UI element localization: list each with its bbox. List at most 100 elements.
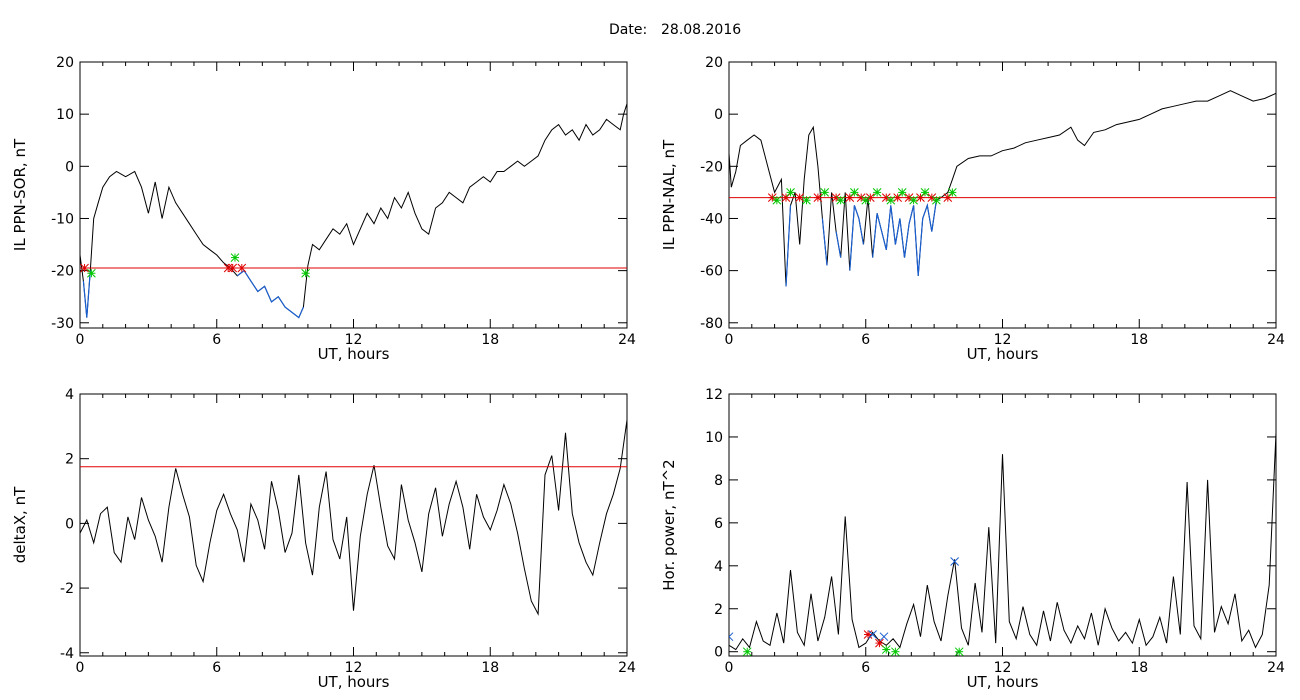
below-threshold-trace — [821, 218, 828, 266]
y-tick-label: -30 — [51, 316, 74, 332]
green-marker — [954, 647, 964, 656]
y-tick-label: 4 — [714, 559, 723, 575]
chart-panel-ppn-nal: 0 6 12 18 24 -80 -60 -40 -20 0 20 UT, hours IL PPN-N… — [660, 55, 1285, 363]
blue-marker-stroke-b — [868, 630, 877, 639]
y-tick-label: -80 — [700, 316, 723, 332]
x-tick-label: 6 — [861, 332, 870, 348]
x-tick-label: 0 — [725, 332, 734, 348]
green-marker — [948, 188, 957, 197]
x-tick-label: 12 — [994, 332, 1012, 348]
x-tick-label: 0 — [76, 332, 85, 348]
y-tick-label: 10 — [56, 107, 74, 123]
x-tick-label: 0 — [725, 660, 734, 676]
plot-frame — [79, 393, 628, 657]
data-trace — [80, 103, 627, 319]
x-tick-label: 18 — [1130, 660, 1148, 676]
data-trace — [729, 90, 1276, 287]
x-tick-label: 12 — [994, 660, 1012, 676]
green-marker — [861, 195, 871, 205]
green-marker — [820, 188, 830, 197]
green-marker — [909, 195, 918, 205]
green-marker — [802, 195, 811, 205]
date-label: Date: — [609, 22, 647, 38]
y-tick-label: 2 — [65, 452, 74, 468]
green-marker — [897, 188, 907, 197]
y-tick-label: -2 — [60, 581, 74, 597]
x-tick-label: 18 — [1130, 332, 1148, 348]
red-marker — [80, 263, 89, 273]
plot-area — [80, 419, 627, 616]
below-threshold-trace — [849, 205, 865, 271]
x-tick-label: 18 — [481, 660, 499, 676]
green-marker — [87, 268, 96, 278]
red-marker — [795, 193, 805, 202]
plot-frame — [79, 61, 628, 329]
plot-area — [729, 90, 1276, 287]
blue-marker — [729, 632, 734, 642]
x-tick-label: 6 — [212, 332, 221, 348]
y-axis-label: IL PPN-SOR, nT — [11, 138, 29, 251]
green-marker — [772, 195, 782, 205]
y-axis-label: deltaX, nT — [11, 486, 29, 563]
y-tick-label: 0 — [714, 107, 723, 123]
red-marker — [863, 630, 873, 639]
below-threshold-trace — [236, 269, 304, 319]
green-marker — [742, 647, 752, 656]
blue-marker-stroke-a — [729, 635, 734, 642]
y-tick-label: 4 — [65, 387, 74, 403]
plot-area — [80, 103, 627, 319]
y-tick-label: 12 — [705, 387, 723, 403]
blue-marker — [879, 632, 889, 642]
x-tick-label: 0 — [76, 660, 85, 676]
green-marker — [881, 645, 891, 654]
y-tick-label: 8 — [714, 473, 723, 489]
below-threshold-trace — [82, 270, 91, 318]
blue-marker — [950, 557, 959, 566]
y-axis-label: IL PPN-NAL, nT — [660, 139, 678, 250]
green-marker — [836, 195, 846, 205]
blue-marker-stroke-b — [729, 632, 734, 638]
below-threshold-trace — [835, 231, 842, 258]
green-marker — [872, 188, 882, 197]
red-marker — [237, 263, 247, 273]
green-marker — [301, 268, 310, 278]
x-tick-label: 24 — [618, 332, 636, 348]
data-trace — [80, 419, 627, 616]
x-tick-label: 18 — [481, 332, 499, 348]
y-tick-label: -60 — [700, 264, 723, 280]
green-marker — [932, 195, 941, 205]
x-tick-label: 24 — [618, 660, 636, 676]
y-tick-label: -4 — [60, 646, 74, 662]
x-tick-label: 6 — [861, 660, 870, 676]
green-marker — [920, 188, 930, 197]
x-tick-label: 24 — [1267, 332, 1285, 348]
green-marker — [886, 195, 896, 205]
plot-area — [729, 432, 1276, 656]
green-marker — [786, 188, 795, 197]
y-axis-label: Hor. power, nT^2 — [660, 459, 678, 590]
x-tick-label: 12 — [345, 660, 363, 676]
y-tick-label: 20 — [56, 55, 74, 71]
y-tick-label: 0 — [65, 159, 74, 175]
blue-marker-stroke-b — [879, 632, 889, 642]
y-tick-label: -20 — [700, 159, 723, 175]
green-marker — [891, 647, 900, 656]
green-marker — [230, 253, 240, 262]
x-tick-label: 12 — [345, 332, 363, 348]
data-trace — [729, 432, 1276, 651]
y-tick-label: 2 — [714, 602, 723, 618]
below-threshold-trace — [872, 200, 937, 276]
date-value: 28.08.2016 — [661, 22, 741, 38]
x-axis-label: UT, hours — [318, 345, 390, 363]
y-tick-label: 6 — [714, 516, 723, 532]
y-tick-label: 10 — [705, 430, 723, 446]
green-marker — [850, 188, 859, 197]
y-tick-label: -40 — [700, 211, 723, 227]
blue-marker — [868, 630, 877, 639]
y-tick-label: 0 — [65, 516, 74, 532]
x-tick-label: 6 — [212, 660, 221, 676]
y-tick-label: -20 — [51, 264, 74, 280]
y-tick-label: 0 — [714, 645, 723, 661]
